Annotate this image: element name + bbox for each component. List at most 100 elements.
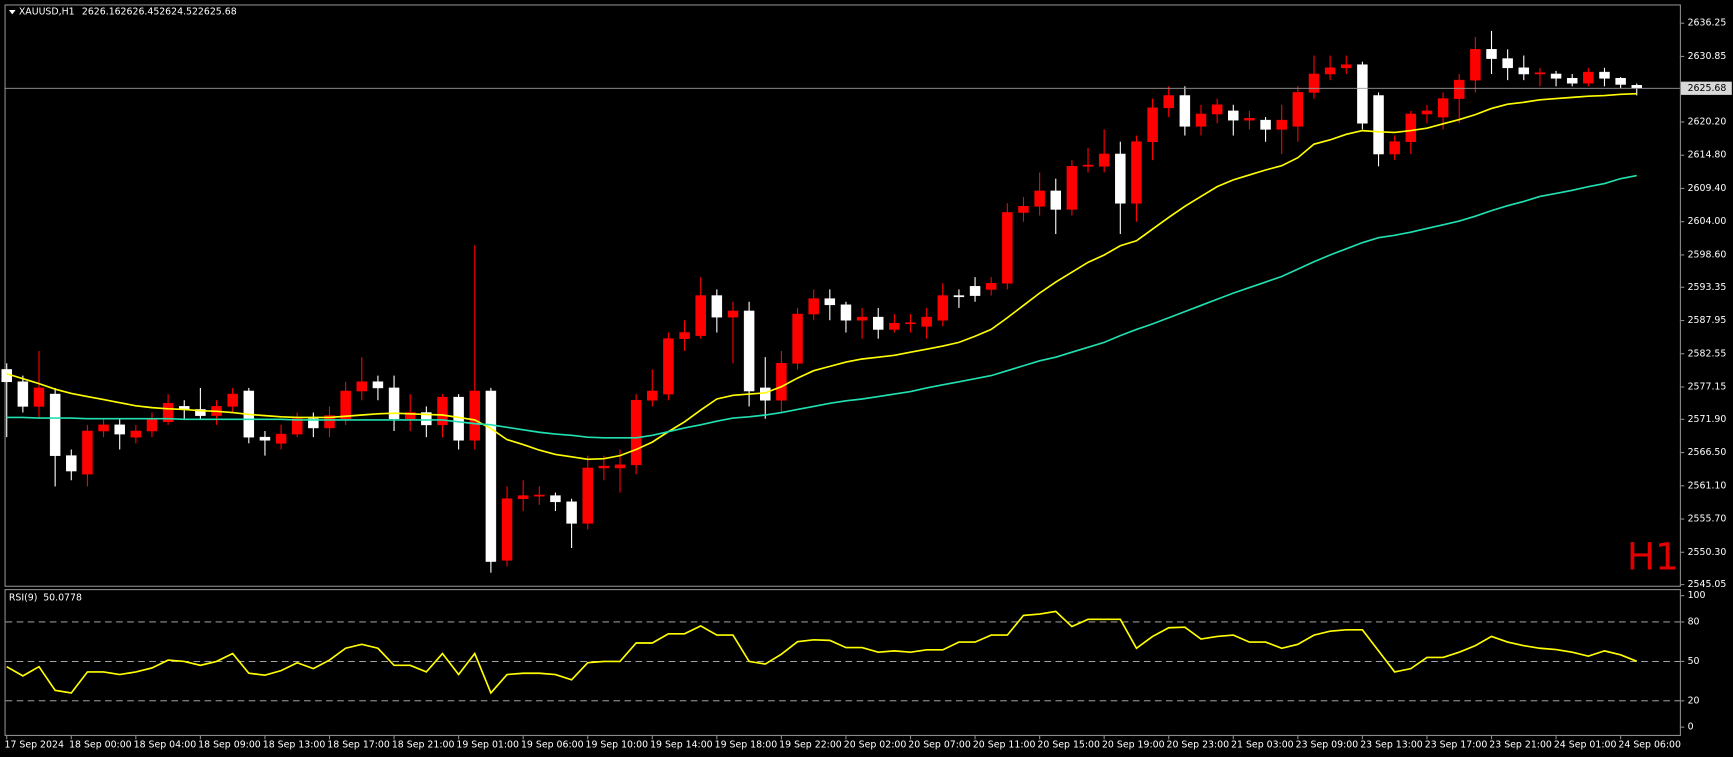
x-tick-label: 19 Sep 18:00 <box>715 739 778 750</box>
candle-body <box>1082 164 1094 167</box>
candle-body <box>324 415 335 429</box>
x-tick-label: 20 Sep 02:00 <box>844 739 907 750</box>
candle-body <box>743 310 755 392</box>
candle-body <box>1389 141 1400 155</box>
candle-body <box>727 310 739 318</box>
candle-body <box>1550 73 1562 79</box>
candle-body <box>1260 119 1271 130</box>
candle-body <box>356 381 368 392</box>
y-tick-label: 2593.35 <box>1688 282 1727 293</box>
candle-body <box>1566 78 1578 84</box>
candle-body <box>340 390 351 419</box>
candle-body <box>1421 110 1433 115</box>
rsi-line <box>6 610 1638 695</box>
x-tick-label: 18 Sep 04:00 <box>134 739 197 750</box>
x-tick-label: 18 Sep 21:00 <box>392 739 455 750</box>
candle-body <box>1034 190 1045 207</box>
y-tick-label: 2545.05 <box>1688 579 1727 590</box>
x-tick-label: 19 Sep 01:00 <box>456 739 519 750</box>
candle-body <box>162 403 174 423</box>
candle-body <box>1453 79 1465 99</box>
x-tick-label: 20 Sep 15:00 <box>1037 739 1100 750</box>
candle-body <box>114 424 125 435</box>
candle-body <box>1405 113 1417 142</box>
x-tick-label: 21 Sep 03:00 <box>1231 739 1294 750</box>
candle-body <box>921 316 932 327</box>
candle-body <box>1324 67 1336 75</box>
ohlc-high: 2626.45 <box>121 7 160 18</box>
candle-body <box>872 316 884 330</box>
candle-body <box>1357 64 1368 124</box>
moving-average <box>6 174 1637 439</box>
y-tick-label: 100 <box>1688 590 1706 601</box>
candle-body <box>824 298 836 306</box>
y-tick-label: 2561.10 <box>1688 480 1727 491</box>
x-tick-label: 23 Sep 17:00 <box>1425 739 1488 750</box>
x-tick-label: 23 Sep 21:00 <box>1489 739 1552 750</box>
candle-body <box>534 494 545 497</box>
candle-body <box>437 396 448 426</box>
rsi-panel <box>4 589 1681 737</box>
y-tick-label: 2630.85 <box>1688 51 1727 62</box>
ohlc-close: 2625.68 <box>198 7 237 18</box>
candle-body <box>905 322 916 325</box>
x-tick-label: 19 Sep 22:00 <box>779 739 842 750</box>
candle-body <box>146 418 158 432</box>
candle-body <box>195 409 206 416</box>
x-tick-label: 20 Sep 19:00 <box>1102 739 1165 750</box>
candle-body <box>663 338 674 395</box>
candle-body <box>1147 107 1158 142</box>
y-tick-label: 2550.30 <box>1688 547 1727 558</box>
ohlc-low: 2624.52 <box>159 7 198 18</box>
x-tick-label: 19 Sep 10:00 <box>586 739 649 750</box>
x-tick-label: 24 Sep 06:00 <box>1618 739 1681 750</box>
y-tick-label: 2577.15 <box>1688 382 1727 393</box>
candle-body <box>1437 98 1449 118</box>
candle-body <box>614 464 626 469</box>
candle-body <box>598 465 610 469</box>
candle-body <box>1599 71 1610 79</box>
price-label: 2625.68 <box>1688 83 1727 94</box>
candle-body <box>1115 153 1126 204</box>
x-tick-label: 20 Sep 07:00 <box>908 739 971 750</box>
y-tick-label: 2636.25 <box>1688 18 1727 29</box>
y-tick-label: 2571.90 <box>1688 414 1727 425</box>
y-tick-label: 2609.40 <box>1688 183 1727 194</box>
main-panel <box>4 4 1681 587</box>
candle-body <box>517 495 529 500</box>
candle-body <box>469 390 481 441</box>
x-tick-label: 18 Sep 09:00 <box>198 739 261 750</box>
candle-body <box>1308 73 1320 93</box>
candle-body <box>856 316 868 321</box>
candle-body <box>404 412 416 419</box>
candle-body <box>711 295 723 318</box>
y-tick-label: 80 <box>1688 616 1700 627</box>
x-tick-label: 20 Sep 23:00 <box>1167 739 1230 750</box>
candle-body <box>1292 92 1304 127</box>
candle-body <box>82 430 93 475</box>
candle-body <box>227 393 238 407</box>
y-tick-label: 2604.00 <box>1688 216 1727 227</box>
symbol-title: XAUUSD,H1 <box>19 7 75 18</box>
x-tick-label: 20 Sep 11:00 <box>973 739 1036 750</box>
candle-body <box>1050 190 1062 210</box>
ohlc-open: 2626.16 <box>82 7 121 18</box>
y-tick-label: 2614.80 <box>1688 150 1727 161</box>
candle-body <box>1486 49 1497 59</box>
y-tick-label: 2587.95 <box>1688 315 1727 326</box>
candle-body <box>1098 153 1110 167</box>
candle-body <box>1341 64 1352 69</box>
candle-body <box>259 436 271 441</box>
candle-body <box>760 387 771 401</box>
price-label-box <box>1680 81 1732 95</box>
candle-body <box>33 387 45 407</box>
menu-arrow[interactable] <box>8 9 16 15</box>
rsi-title: RSI(9) <box>9 592 38 603</box>
timeframe-label: H1 <box>1627 535 1679 579</box>
candle-body <box>1470 49 1481 81</box>
candle-body <box>66 455 77 472</box>
candle-body <box>1163 95 1174 109</box>
